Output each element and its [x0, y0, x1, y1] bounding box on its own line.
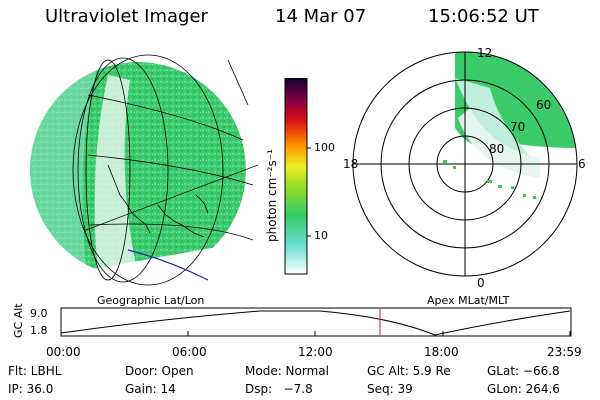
timeline-ytick-high: 9.0 — [30, 307, 48, 320]
timeline-xtick-1200: 12:00 — [298, 345, 333, 359]
mlt-label-0: 0 — [477, 276, 485, 290]
status-mode: Mode: Normal — [245, 364, 329, 378]
status-dsp: Dsp: −7.8 — [245, 382, 313, 396]
status-ip: IP: 36.0 — [8, 382, 54, 396]
timeline-xtick-0000: 00:00 — [46, 345, 81, 359]
status-gc-alt: GC Alt: 5.9 Re — [367, 364, 451, 378]
mlt-label-6: 6 — [578, 157, 586, 171]
status-glon: GLon: 264.6 — [487, 382, 560, 396]
mlt-label-18: 18 — [343, 157, 359, 171]
geographic-image — [30, 54, 258, 286]
status-gain: Gain: 14 — [125, 382, 176, 396]
time-label: 15:06:52 UT — [428, 6, 539, 27]
polar-plot — [352, 51, 578, 277]
colorbar-tick-10: 10 — [314, 229, 328, 242]
timeline-xtick-0600: 06:00 — [172, 345, 207, 359]
mlat-label-70: 70 — [510, 120, 526, 134]
geographic-label: Geographic Lat/Lon — [97, 294, 205, 307]
colorbar-unit-label: photon cm⁻²s⁻¹ — [265, 149, 279, 242]
colorbar-tick-100: 100 — [314, 141, 335, 154]
app-title: Ultraviolet Imager — [45, 6, 208, 27]
status-seq: Seq: 39 — [367, 382, 413, 396]
status-filter: Flt: LBHL — [8, 364, 62, 378]
mlt-label-12: 12 — [477, 46, 493, 60]
timeline-ylabel: GC Alt — [12, 303, 25, 338]
date-label: 14 Mar 07 — [275, 6, 367, 27]
status-door: Door: Open — [125, 364, 194, 378]
orbit-timeline — [60, 307, 572, 337]
status-glat: GLat: −66.8 — [487, 364, 560, 378]
mlat-label-60: 60 — [536, 98, 552, 112]
mlat-label-80: 80 — [489, 142, 505, 156]
apex-label: Apex MLat/MLT — [427, 294, 510, 307]
timeline-xtick-1800: 18:00 — [424, 345, 459, 359]
timeline-xtick-2359: 23:59 — [547, 345, 582, 359]
timeline-ytick-low: 1.8 — [30, 324, 48, 337]
color-bar — [284, 78, 311, 275]
